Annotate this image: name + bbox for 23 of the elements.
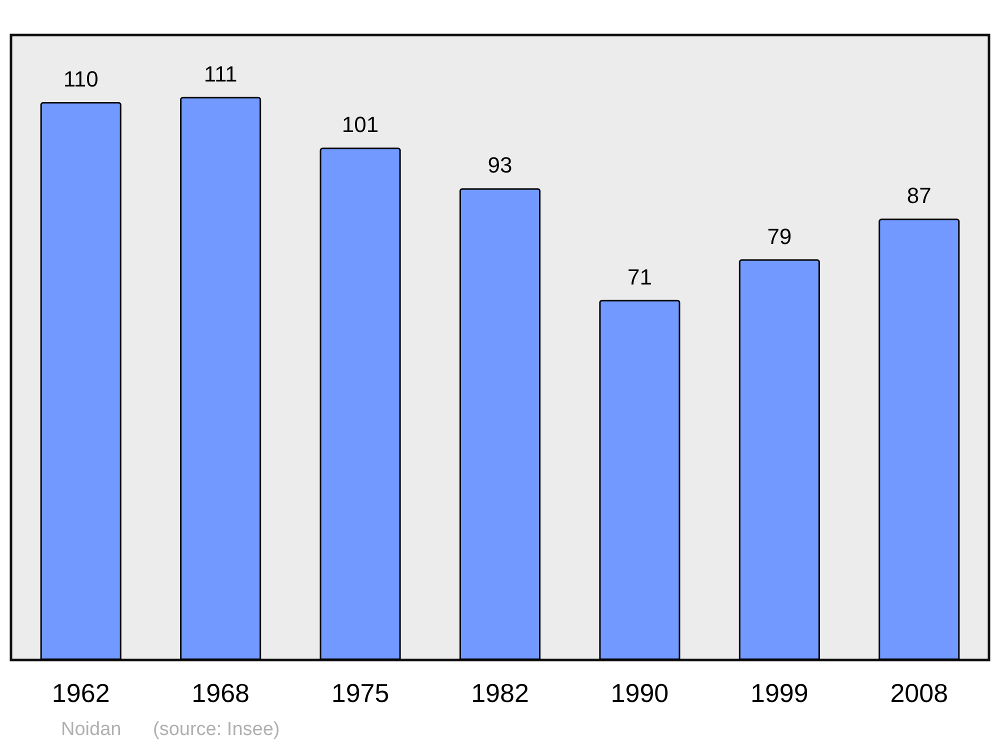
data-label: 101 — [342, 112, 379, 138]
bar — [180, 96, 262, 660]
data-label: 111 — [204, 61, 238, 86]
bar — [459, 188, 541, 660]
x-tick-label: 1999 — [750, 678, 808, 708]
data-label: 71 — [627, 264, 652, 290]
x-tick-label: 1962 — [52, 678, 110, 708]
data-label: 79 — [767, 224, 792, 249]
data-label: 110 — [63, 66, 98, 92]
x-tick-label: 1990 — [610, 678, 669, 708]
x-tick-label: 1975 — [331, 678, 390, 708]
x-tick-label: 1982 — [471, 678, 529, 708]
data-label: 93 — [488, 152, 512, 178]
text: (source: Insee) — [153, 719, 280, 740]
bar — [738, 259, 820, 660]
bar — [599, 300, 680, 660]
x-tick-label: 2008 — [890, 678, 948, 708]
bar — [878, 218, 960, 660]
bar — [40, 102, 122, 660]
text: Noidan — [61, 719, 122, 740]
data-label: 87 — [906, 183, 932, 208]
x-tick-label: 1968 — [192, 678, 250, 708]
bar — [320, 148, 401, 660]
